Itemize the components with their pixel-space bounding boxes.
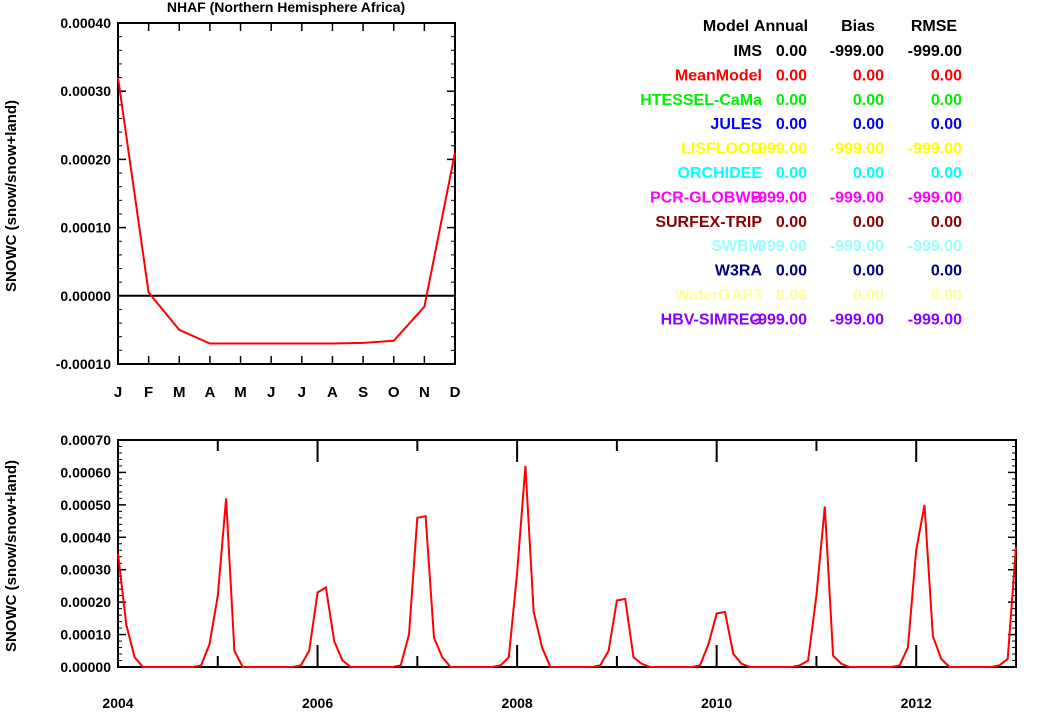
stats-rmse-value: -999.00	[908, 141, 962, 158]
stats-rmse-value: 0.00	[931, 116, 962, 133]
top-y-tick-label: 0.00010	[60, 220, 111, 236]
bottom-y-tick-label: 0.00000	[60, 659, 111, 675]
top-x-tick-label: A	[204, 384, 215, 401]
top-chart-ylabel: SNOWC (snow/snow+land)	[3, 100, 20, 292]
stats-annual-value: 0.00	[776, 287, 807, 304]
bottom-chart-series-line	[117, 465, 1017, 668]
top-y-tick-label: 0.00000	[60, 288, 111, 304]
stats-model-name: SURFEX-TRIP	[655, 214, 762, 231]
stats-bias-value: 0.00	[853, 67, 884, 84]
bottom-x-tick-label: 2010	[701, 695, 732, 711]
top-x-tick-label: S	[358, 384, 368, 401]
top-chart-y-axis: -0.00010 0.00000 0.00010 0.00020 0.00030 0.00…	[56, 15, 455, 372]
stats-model-name: IMS	[734, 43, 763, 60]
top-x-tick-label: N	[419, 384, 430, 401]
stats-annual-value: 0.00	[776, 43, 807, 60]
stats-bias-value: -999.00	[830, 141, 884, 158]
stats-bias-value: 0.00	[853, 92, 884, 109]
top-chart-title: NHAF (Northern Hemisphere Africa)	[167, 0, 405, 15]
bottom-y-tick-label: 0.00060	[60, 464, 111, 480]
stats-header-rmse: RMSE	[911, 18, 958, 35]
bottom-x-tick-label: 2006	[302, 695, 333, 711]
stats-model-name: WaterGAP3	[675, 287, 763, 304]
stats-annual-value: 0.00	[776, 67, 807, 84]
stats-table: Model Annual Bias RMSE IMS 0.00 -999.00 -99…	[640, 18, 962, 328]
stats-rmse-value: -999.00	[908, 238, 962, 255]
stats-model-name: W3RA	[715, 263, 763, 280]
top-chart-series-line	[117, 77, 456, 345]
bottom-x-tick-label: 2012	[901, 695, 932, 711]
stats-rmse-value: 0.00	[931, 67, 962, 84]
stats-annual-value: 0.00	[776, 214, 807, 231]
bottom-y-tick-label: 0.00040	[60, 529, 111, 545]
top-x-tick-label: A	[327, 384, 338, 401]
stats-annual-value: -999.00	[753, 238, 807, 255]
bottom-chart-ylabel: SNOWC (snow/snow+land)	[3, 460, 20, 652]
stats-annual-value: 0.00	[776, 165, 807, 182]
bottom-chart-frame	[117, 439, 1017, 668]
stats-rmse-value: 0.00	[931, 214, 962, 231]
bottom-y-tick-label: 0.00070	[60, 432, 111, 448]
top-y-tick-label: 0.00030	[60, 83, 111, 99]
stats-model-name: PCR-GLOBWB	[650, 189, 762, 206]
stats-header-bias: Bias	[841, 18, 875, 35]
bottom-chart-x-axis: 2004 2006 2008 2010 2012	[102, 440, 1017, 711]
stats-model-name: LISFLOOD	[681, 141, 762, 158]
stats-rmse-value: 0.00	[931, 263, 962, 280]
bottom-x-tick-label: 2008	[502, 695, 533, 711]
stats-model-name: JULES	[710, 116, 762, 133]
top-x-tick-label: F	[144, 384, 153, 401]
stats-rmse-value: 0.00	[931, 92, 962, 109]
stats-bias-value: -999.00	[830, 43, 884, 60]
bottom-y-tick-label: 0.00030	[60, 562, 111, 578]
top-x-tick-label: J	[267, 384, 275, 401]
stats-header-annual: Annual	[754, 18, 808, 35]
stats-annual-value: 0.00	[776, 92, 807, 109]
top-x-tick-label: M	[173, 384, 186, 401]
stats-model-name: HBV-SIMREG	[661, 311, 762, 328]
bottom-y-tick-label: 0.00020	[60, 594, 111, 610]
stats-bias-value: -999.00	[830, 189, 884, 206]
stats-annual-value: -999.00	[753, 141, 807, 158]
top-chart-frame	[117, 22, 456, 365]
stats-rmse-value: -999.00	[908, 43, 962, 60]
stats-bias-value: 0.00	[853, 116, 884, 133]
climatology-chart: NHAF (Northern Hemisphere Africa) SNOWC …	[3, 0, 461, 401]
stats-model-name: HTESSEL-CaMa	[640, 92, 762, 109]
stats-bias-value: 0.00	[853, 165, 884, 182]
bottom-chart-y-axis: 0.00000 0.00010 0.00020 0.00030 0.00040 0.000…	[60, 432, 1016, 675]
stats-rmse-value: -999.00	[908, 189, 962, 206]
stats-model-name: ORCHIDEE	[678, 165, 763, 182]
top-x-tick-label: J	[298, 384, 306, 401]
top-y-tick-label: 0.00040	[60, 15, 111, 31]
stats-rmse-value: 0.00	[931, 165, 962, 182]
top-x-tick-label: M	[234, 384, 247, 401]
bottom-y-tick-label: 0.00050	[60, 497, 111, 513]
stats-rmse-value: 0.00	[931, 287, 962, 304]
timeseries-chart: SNOWC (snow/snow+land) 0.000000.000100.0…	[3, 432, 1017, 711]
stats-bias-value: -999.00	[830, 311, 884, 328]
stats-bias-value: 0.00	[853, 287, 884, 304]
top-y-tick-label: 0.00020	[60, 151, 111, 167]
stats-header-model: Model	[703, 18, 749, 35]
stats-bias-value: -999.00	[830, 238, 884, 255]
stats-bias-value: 0.00	[853, 263, 884, 280]
top-x-tick-label: D	[450, 384, 461, 401]
top-x-tick-label: O	[388, 384, 400, 401]
bottom-y-tick-label: 0.00010	[60, 627, 111, 643]
stats-bias-value: 0.00	[853, 214, 884, 231]
top-x-tick-label: J	[114, 384, 122, 401]
stats-annual-value: -999.00	[753, 189, 807, 206]
stats-annual-value: 0.00	[776, 263, 807, 280]
stats-model-name: SWBM	[711, 238, 762, 255]
stats-annual-value: 0.00	[776, 116, 807, 133]
stats-model-name: MeanModel	[675, 67, 762, 84]
bottom-x-tick-label: 2004	[102, 695, 133, 711]
stats-annual-value: -999.00	[753, 311, 807, 328]
top-y-tick-label: -0.00010	[56, 356, 111, 372]
stats-rmse-value: -999.00	[908, 311, 962, 328]
stats-rows: IMS 0.00 -999.00 -999.00 MeanModel 0.00 0.00 0.…	[640, 43, 962, 328]
